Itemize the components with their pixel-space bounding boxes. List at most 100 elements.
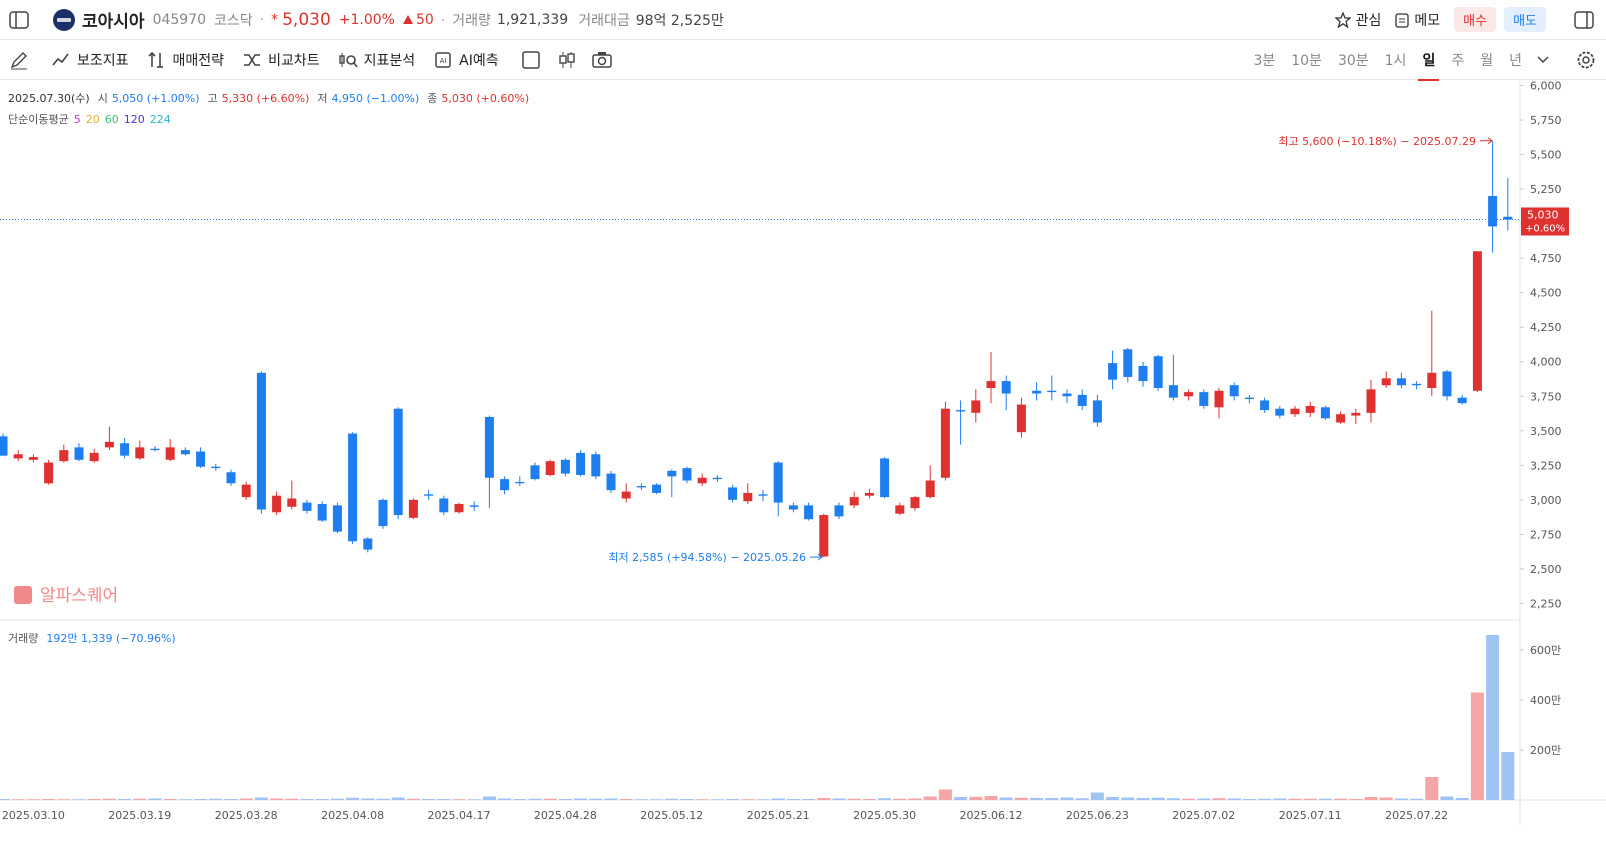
toolbar: 보조지표 매매전략 비교차트 지표분석 AI AI예측 3분 10분 30분 1시 일 주 월 년 bbox=[0, 40, 1606, 81]
volume-bar bbox=[1394, 798, 1408, 800]
volume-info-label: 거래량 bbox=[8, 632, 38, 645]
volume-bar bbox=[1075, 798, 1089, 800]
y-tick-label: 3,250 bbox=[1530, 459, 1562, 472]
candle-body bbox=[1153, 356, 1163, 388]
candle-tool[interactable] bbox=[557, 50, 577, 70]
y-tick-label: 4,000 bbox=[1530, 356, 1562, 369]
candle-body bbox=[758, 494, 768, 496]
market: 코스닥 bbox=[214, 12, 253, 29]
volume-bar bbox=[1090, 792, 1104, 800]
low-annotation: 최저 2,585 (+94.58%) − 2025.05.26 bbox=[608, 551, 806, 564]
volume-bar bbox=[178, 799, 192, 800]
shape-tool[interactable] bbox=[521, 50, 541, 70]
candle-body bbox=[834, 505, 844, 517]
candle-body bbox=[28, 457, 38, 460]
volume-bar bbox=[923, 796, 937, 800]
up-icon bbox=[403, 15, 413, 24]
volume-bar bbox=[376, 798, 390, 800]
candle-body bbox=[560, 459, 570, 474]
volume-bar bbox=[1470, 692, 1484, 800]
current-price-tag bbox=[1521, 207, 1569, 236]
candle-body bbox=[1320, 407, 1330, 419]
candle-body bbox=[1032, 390, 1042, 394]
draw-tool[interactable] bbox=[9, 50, 29, 70]
timeframe[interactable]: 월 bbox=[1480, 52, 1494, 69]
memo-button[interactable]: 메모 bbox=[1395, 10, 1440, 30]
high-arrow bbox=[1480, 137, 1493, 145]
svg-text:AI: AI bbox=[440, 57, 447, 65]
tool-button[interactable]: 비교차트 bbox=[242, 50, 320, 70]
volume-bar bbox=[1334, 798, 1348, 800]
candle-body bbox=[408, 499, 418, 518]
volume-bar bbox=[1364, 797, 1378, 800]
current-price-label: 5,030 bbox=[1527, 208, 1559, 221]
change-rate: +1.00% bbox=[338, 11, 395, 28]
volume-bar bbox=[999, 797, 1013, 800]
timeframe[interactable]: 주 bbox=[1451, 52, 1465, 69]
volume-bar bbox=[665, 798, 679, 800]
volume-bar bbox=[695, 799, 709, 800]
volume-bar bbox=[224, 799, 238, 800]
candle-body bbox=[1290, 408, 1300, 415]
volume-bar bbox=[1242, 799, 1256, 800]
info-label: 고 bbox=[208, 92, 218, 105]
tool-button[interactable]: 지표분석 bbox=[338, 50, 415, 70]
candle-body bbox=[788, 505, 798, 510]
volume: 1,921,339 bbox=[496, 11, 569, 28]
timeframe[interactable]: 30분 bbox=[1337, 52, 1369, 69]
candle-body bbox=[135, 447, 145, 459]
candle-body bbox=[1396, 378, 1406, 386]
camera-tool[interactable] bbox=[591, 50, 613, 70]
volume-bar bbox=[1486, 635, 1500, 800]
candle-body bbox=[500, 479, 510, 491]
candle-body bbox=[545, 461, 555, 475]
candle-body bbox=[1123, 349, 1133, 377]
candle-body bbox=[469, 505, 479, 507]
x-tick-label: 2025.03.19 bbox=[108, 809, 171, 822]
watch-button[interactable]: 관심 bbox=[1334, 10, 1381, 30]
tool-button[interactable]: AI AI예측 bbox=[433, 50, 499, 70]
panel-toggle[interactable] bbox=[1574, 10, 1594, 29]
candle-body bbox=[925, 480, 935, 498]
candle-body bbox=[439, 498, 449, 513]
volume-bar bbox=[254, 797, 268, 800]
x-tick-label: 2025.07.02 bbox=[1172, 809, 1235, 822]
star-icon bbox=[1334, 11, 1351, 28]
candle-body bbox=[363, 538, 373, 550]
info-date: 2025.07.30(수) bbox=[8, 92, 90, 105]
tool-button[interactable]: 보조지표 bbox=[51, 50, 129, 70]
candle-body bbox=[1168, 385, 1178, 398]
timeframe[interactable]: 년 bbox=[1509, 52, 1522, 69]
tool-button[interactable]: 매매전략 bbox=[147, 50, 224, 70]
candle-body bbox=[515, 481, 525, 484]
watermark: 알파스퀘어 bbox=[40, 586, 118, 606]
sell-button[interactable]: 매도 bbox=[1504, 7, 1546, 32]
settings[interactable] bbox=[1576, 50, 1596, 70]
sidebar-toggle[interactable] bbox=[9, 10, 29, 29]
volume-bar bbox=[650, 799, 664, 800]
volume-bar bbox=[619, 799, 633, 800]
candle-body bbox=[1366, 389, 1376, 413]
candle-body bbox=[1001, 381, 1011, 394]
volume-info: 거래량 192만 1,339 (−70.96%) bbox=[8, 632, 176, 645]
low-arrow bbox=[810, 553, 823, 561]
timeframe[interactable]: 1시 bbox=[1384, 52, 1407, 69]
volume-bar bbox=[285, 798, 299, 800]
volume-bar bbox=[862, 799, 876, 800]
timeframe[interactable]: 3분 bbox=[1253, 52, 1276, 69]
volume-bar bbox=[1227, 798, 1241, 800]
buy-button[interactable]: 매수 bbox=[1454, 7, 1497, 32]
more-arrow[interactable] bbox=[1536, 55, 1550, 65]
candle-body bbox=[1305, 405, 1315, 413]
timeframe[interactable]: 일 bbox=[1418, 50, 1440, 81]
candle-body bbox=[1062, 393, 1072, 397]
candle-body bbox=[864, 492, 874, 496]
ma-legend-entry: 20 bbox=[86, 113, 100, 126]
timeframe[interactable]: 10분 bbox=[1291, 52, 1322, 69]
candle-body bbox=[484, 416, 494, 478]
volume-bar bbox=[1197, 798, 1211, 800]
candle-body bbox=[454, 503, 464, 513]
volume-bar bbox=[1060, 797, 1074, 800]
volume-bar bbox=[42, 799, 56, 800]
info-value: 5,050 (+1.00%) bbox=[112, 92, 200, 105]
